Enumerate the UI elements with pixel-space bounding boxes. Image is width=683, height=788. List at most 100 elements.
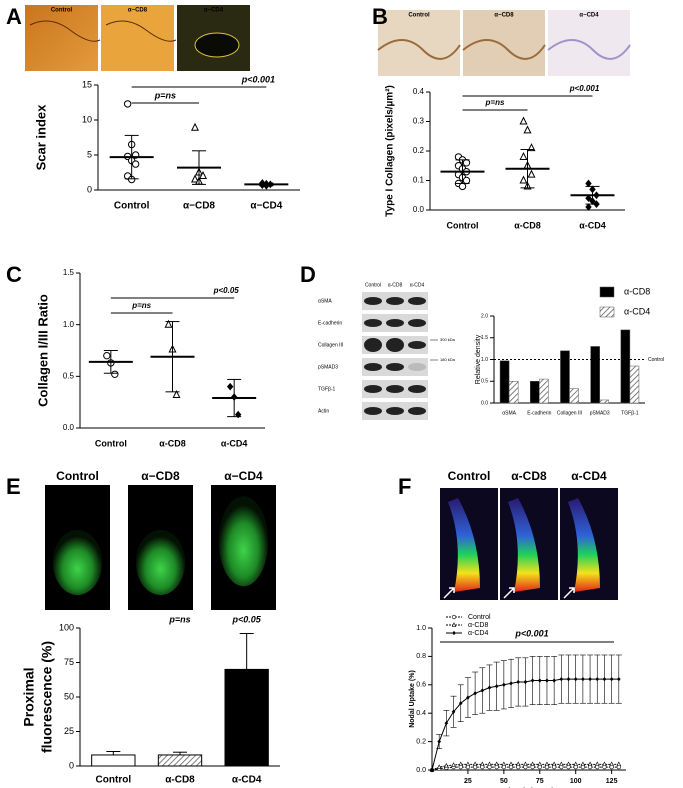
x-tick-label: Control (95, 438, 127, 448)
y-tick-label: 0.2 (416, 738, 426, 745)
marker (131, 160, 140, 168)
arrow (443, 587, 455, 599)
blot-band (408, 385, 426, 393)
y-tick-label: 0.5 (63, 371, 75, 380)
image-label: α−CD8 (494, 13, 514, 19)
bar (599, 399, 610, 404)
y-tick-label: 0.4 (416, 710, 426, 717)
image-label: α−CD8 (128, 8, 148, 14)
bar (629, 365, 640, 404)
marker (198, 171, 208, 180)
x-tick-label: α-CD4 (221, 438, 248, 448)
marker (487, 761, 492, 767)
marker (594, 761, 600, 767)
marker (502, 682, 506, 687)
blot-row-label: αSMA (318, 298, 332, 304)
legend-label: α-CD4 (624, 306, 650, 316)
scan-signal (508, 498, 540, 592)
bar (560, 350, 570, 404)
image-label: α−CD4 (579, 13, 599, 19)
legend-label: α-CD4 (468, 630, 488, 637)
fluorescence (52, 530, 103, 595)
marker (609, 676, 614, 682)
image-label: Control (408, 13, 430, 19)
significance-label: p=ns (485, 98, 505, 107)
tissue (547, 39, 631, 60)
bar (569, 388, 579, 404)
marker (458, 182, 467, 191)
x-tick-label: α−CD4 (250, 201, 282, 212)
marker (587, 761, 593, 767)
y-tick-label: 1.5 (63, 268, 75, 277)
y-tick-label: 1.5 (481, 335, 488, 341)
x-tick-label: Control (96, 775, 132, 786)
blot-column-label: α-CD8 (388, 282, 403, 288)
blot-band (364, 297, 382, 305)
y-tick-label: 1.0 (63, 320, 75, 329)
marker (123, 100, 132, 108)
marker (595, 676, 600, 682)
x-tick-label: Control (114, 201, 150, 212)
marker (452, 630, 456, 636)
significance-label: p<0.001 (569, 84, 600, 93)
marker (537, 761, 543, 767)
marker (527, 169, 536, 178)
y-tick-label: 0 (69, 760, 74, 770)
marker (616, 761, 622, 767)
marker (602, 761, 607, 767)
marker (111, 370, 119, 378)
marker (580, 761, 586, 767)
blot-band (364, 338, 382, 352)
x-tick-label: 50 (500, 778, 508, 785)
marker (523, 761, 528, 767)
y-tick-label: 15 (82, 79, 92, 89)
x-tick-label: TGFβ-1 (621, 410, 639, 416)
legend-label: α-CD8 (468, 622, 488, 629)
significance-label: p=ns (131, 301, 151, 310)
y-tick-label: 0.0 (63, 423, 75, 432)
blot-band (386, 407, 404, 415)
marker (226, 382, 234, 391)
x-tick-label: α-CD8 (165, 775, 195, 786)
marker (519, 151, 528, 160)
blot-band (386, 385, 404, 393)
size-marker: 300 kDa (440, 337, 456, 342)
marker (473, 691, 477, 696)
x-tick-label: αSMA (502, 410, 516, 416)
tissue (462, 39, 546, 60)
micrograph (25, 5, 98, 71)
marker (465, 761, 471, 767)
y-tick-label: 0.0 (416, 767, 426, 774)
y-tick-label: 0.8 (416, 653, 426, 660)
blot-band (364, 319, 382, 327)
y-tick-label: 0.1 (413, 176, 425, 185)
marker (602, 676, 607, 682)
marker (480, 761, 485, 767)
y-tick-label: 1.0 (416, 625, 426, 632)
marker (436, 764, 442, 769)
marker (566, 761, 571, 767)
legend-label: Control (468, 614, 491, 621)
x-tick-label: 25 (464, 778, 472, 785)
bar (224, 668, 269, 767)
marker (527, 143, 536, 152)
blot-band (386, 363, 404, 371)
y-tick-label: 0.3 (413, 117, 425, 126)
legend-swatch (599, 306, 615, 318)
y-tick-label: 10 (82, 114, 92, 124)
marker (494, 761, 499, 767)
marker (480, 688, 485, 693)
panel-letter: C (6, 262, 22, 287)
blot-band (408, 319, 426, 327)
marker (515, 761, 521, 767)
bar (590, 346, 600, 404)
y-tick-label: 75 (64, 657, 74, 667)
blot-column-label: Control (365, 282, 381, 288)
tissue (377, 39, 461, 60)
marker (234, 410, 242, 419)
blot-band (408, 407, 426, 415)
size-marker: 180 kDa (440, 357, 456, 362)
y-axis-label: fluorescence (%) (39, 641, 55, 753)
marker (462, 176, 471, 185)
bar (529, 381, 540, 404)
